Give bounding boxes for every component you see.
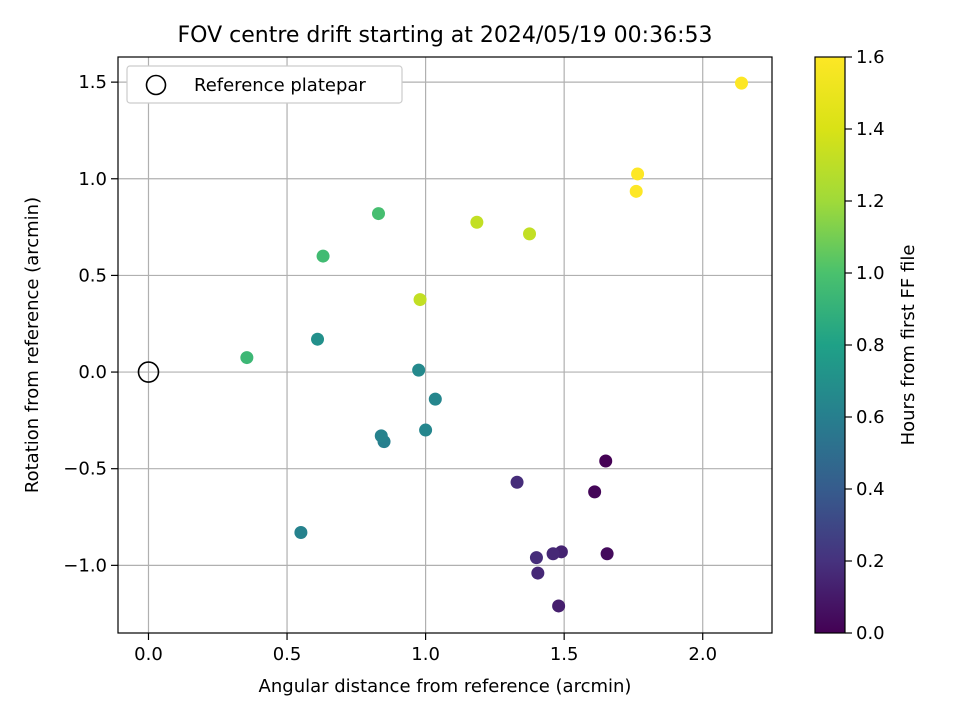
- colorbar-gradient: [814, 56, 846, 634]
- data-point: [510, 475, 524, 489]
- data-point: [428, 392, 442, 406]
- y-tick-label: 0.0: [78, 362, 107, 383]
- x-tick-label: 1.5: [550, 644, 579, 665]
- colorbar-ticks: 0.0 0.2 0.4 0.6 0.8 1.0 1.2 1.4 1.6: [845, 47, 885, 644]
- data-point: [240, 351, 254, 365]
- colorbar-tick-label: 1.4: [856, 119, 885, 140]
- colorbar-label: Hours from first FF file: [898, 245, 919, 446]
- legend-marker-icon: [145, 74, 167, 96]
- data-point: [531, 566, 545, 580]
- chart-title: FOV centre drift starting at 2024/05/19 …: [178, 23, 713, 48]
- colorbar-tick-label: 1.0: [856, 263, 885, 284]
- y-tick-label: −1.0: [63, 555, 107, 576]
- x-tick-label: 1.0: [411, 644, 440, 665]
- y-axis-ticks: −1.0 −0.5 0.0 0.5 1.0 1.5: [63, 72, 118, 576]
- data-point: [311, 332, 325, 346]
- x-tick-label: 0.5: [273, 644, 302, 665]
- data-point: [600, 547, 614, 561]
- data-point: [413, 293, 427, 307]
- data-point: [588, 485, 602, 499]
- data-points: [240, 76, 749, 613]
- legend-label: Reference platepar: [194, 75, 366, 96]
- colorbar-tick-label: 1.6: [856, 47, 885, 68]
- data-point: [294, 525, 308, 539]
- data-point: [599, 454, 613, 468]
- data-point: [552, 599, 566, 613]
- data-point: [419, 423, 433, 437]
- x-tick-label: 2.0: [688, 644, 717, 665]
- grid-lines: [118, 57, 772, 633]
- data-point: [629, 184, 643, 198]
- data-point: [316, 249, 330, 263]
- colorbar-tick-label: 0.6: [856, 407, 885, 428]
- data-point: [412, 363, 426, 377]
- data-point: [631, 167, 645, 181]
- data-point: [374, 429, 388, 443]
- plot-area: 0.0 0.5 1.0 1.5 2.0 −1.0 −0.5 0.0 0.5 1.0 1.5: [63, 56, 773, 665]
- data-point: [735, 76, 749, 90]
- y-tick-label: −0.5: [63, 459, 107, 480]
- colorbar: 0.0 0.2 0.4 0.6 0.8 1.0 1.2 1.4 1.6 Hours from f…: [814, 47, 919, 644]
- plot-frame: [117, 56, 773, 634]
- colorbar-tick-label: 0.2: [856, 551, 885, 572]
- data-point: [529, 551, 543, 565]
- x-axis-label: Angular distance from reference (arcmin): [259, 676, 632, 697]
- data-point: [371, 207, 385, 221]
- colorbar-tick-label: 1.2: [856, 191, 885, 212]
- y-tick-label: 1.5: [78, 72, 107, 93]
- data-point: [523, 227, 537, 241]
- data-point: [470, 215, 484, 229]
- x-axis-ticks: 0.0 0.5 1.0 1.5 2.0: [134, 633, 717, 665]
- colorbar-tick-label: 0.4: [856, 479, 885, 500]
- colorbar-tick-label: 0.0: [856, 623, 885, 644]
- x-tick-label: 0.0: [134, 644, 163, 665]
- legend: Reference platepar: [126, 65, 403, 104]
- y-tick-label: 0.5: [78, 265, 107, 286]
- legend-box: [126, 65, 403, 104]
- data-point: [546, 547, 560, 561]
- colorbar-tick-label: 0.8: [856, 335, 885, 356]
- y-axis-label: Rotation from reference (arcmin): [22, 197, 43, 493]
- y-tick-label: 1.0: [78, 169, 107, 190]
- reference-platepar-marker: [137, 361, 160, 383]
